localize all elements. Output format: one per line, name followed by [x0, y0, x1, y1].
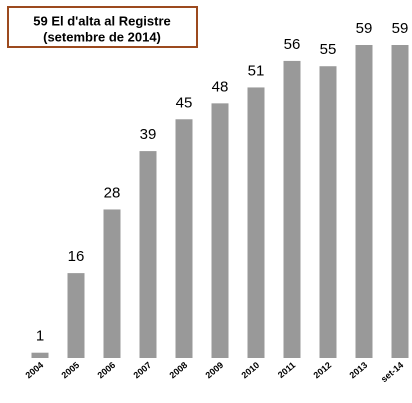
value-label: 51 [248, 62, 265, 79]
bar [211, 103, 229, 359]
x-tick-label: 2005 [60, 360, 82, 381]
chart-title: 59 El d'alta al Registre [33, 13, 170, 28]
bar [247, 87, 265, 359]
chart-subtitle: (setembre de 2014) [43, 29, 161, 44]
bar [283, 60, 301, 358]
value-label: 56 [284, 36, 301, 53]
value-label: 39 [140, 126, 157, 143]
x-tick-label: 2011 [276, 360, 297, 380]
bar [391, 45, 409, 358]
value-label: 45 [176, 94, 193, 111]
x-tick-label: 2010 [240, 360, 262, 381]
x-tick-label: 2004 [24, 360, 46, 381]
x-tick-label: 2012 [312, 360, 334, 381]
bar [175, 119, 193, 359]
x-tick-label: 2009 [204, 360, 226, 381]
value-label: 1 [36, 328, 44, 345]
x-tick-label: 2006 [96, 360, 118, 381]
value-label: 48 [212, 78, 229, 95]
bar [31, 352, 49, 358]
bar [103, 209, 121, 358]
x-tick-label: 2013 [348, 360, 370, 381]
x-tick-label: set-14 [379, 360, 405, 384]
title-box [7, 6, 198, 48]
value-label: 16 [68, 248, 85, 265]
bar [67, 273, 85, 358]
value-label: 59 [356, 20, 373, 37]
value-label: 28 [104, 184, 121, 201]
bar [355, 45, 373, 358]
x-tick-label: 2007 [132, 360, 154, 381]
value-label: 55 [320, 41, 337, 58]
bar [319, 66, 337, 358]
bar [139, 151, 157, 358]
x-tick-label: 2008 [168, 360, 190, 381]
value-label: 59 [392, 20, 409, 37]
